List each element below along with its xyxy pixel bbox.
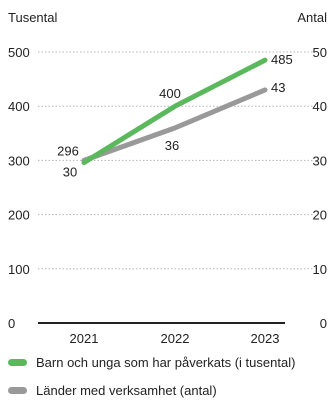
legend-item-countries: Länder med verksamhet (antal) (8, 383, 217, 398)
left-axis-title: Tusental (8, 10, 57, 25)
data-label-children: 296 (57, 144, 79, 159)
data-label-countries: 30 (63, 164, 77, 179)
right-tick-label: 50 (313, 45, 327, 60)
x-tick-label: 2021 (70, 331, 99, 346)
left-tick-label: 400 (8, 99, 30, 114)
series-line-children (81, 57, 268, 166)
legend-item-children: Barn och unga som har påverkats (i tusen… (8, 355, 295, 370)
x-tick-label: 2023 (251, 331, 280, 346)
legend-swatch-countries (8, 387, 27, 394)
data-label-countries: 36 (165, 138, 179, 153)
data-label-children: 485 (271, 52, 293, 67)
series-lines (81, 57, 268, 166)
legend-swatch-children (8, 359, 27, 366)
right-tick-label: 30 (313, 153, 327, 168)
series-line-countries (81, 87, 268, 163)
right-tick-label: 40 (313, 99, 327, 114)
left-tick-label: 100 (8, 262, 30, 277)
x-axis-ticks: 2021 2022 2023 (70, 331, 280, 346)
x-tick-label: 2022 (161, 331, 190, 346)
left-tick-label: 0 (8, 316, 15, 331)
legend-label-children: Barn och unga som har påverkats (i tusen… (36, 355, 296, 370)
right-tick-label: 20 (313, 208, 327, 223)
data-label-children: 400 (159, 86, 181, 101)
data-label-countries: 43 (271, 80, 285, 95)
right-tick-label: 0 (320, 316, 327, 331)
left-tick-label: 500 (8, 45, 30, 60)
left-axis-ticks: 0 100 200 300 400 500 (8, 45, 30, 331)
right-axis-ticks: 0 10 20 30 40 50 (313, 45, 327, 331)
right-axis-title: Antal (297, 10, 327, 25)
left-tick-label: 200 (8, 208, 30, 223)
data-labels: 296 400 485 30 36 43 (57, 52, 293, 179)
legend-label-countries: Länder med verksamhet (antal) (36, 383, 217, 398)
right-tick-label: 10 (313, 262, 327, 277)
left-tick-label: 300 (8, 153, 30, 168)
